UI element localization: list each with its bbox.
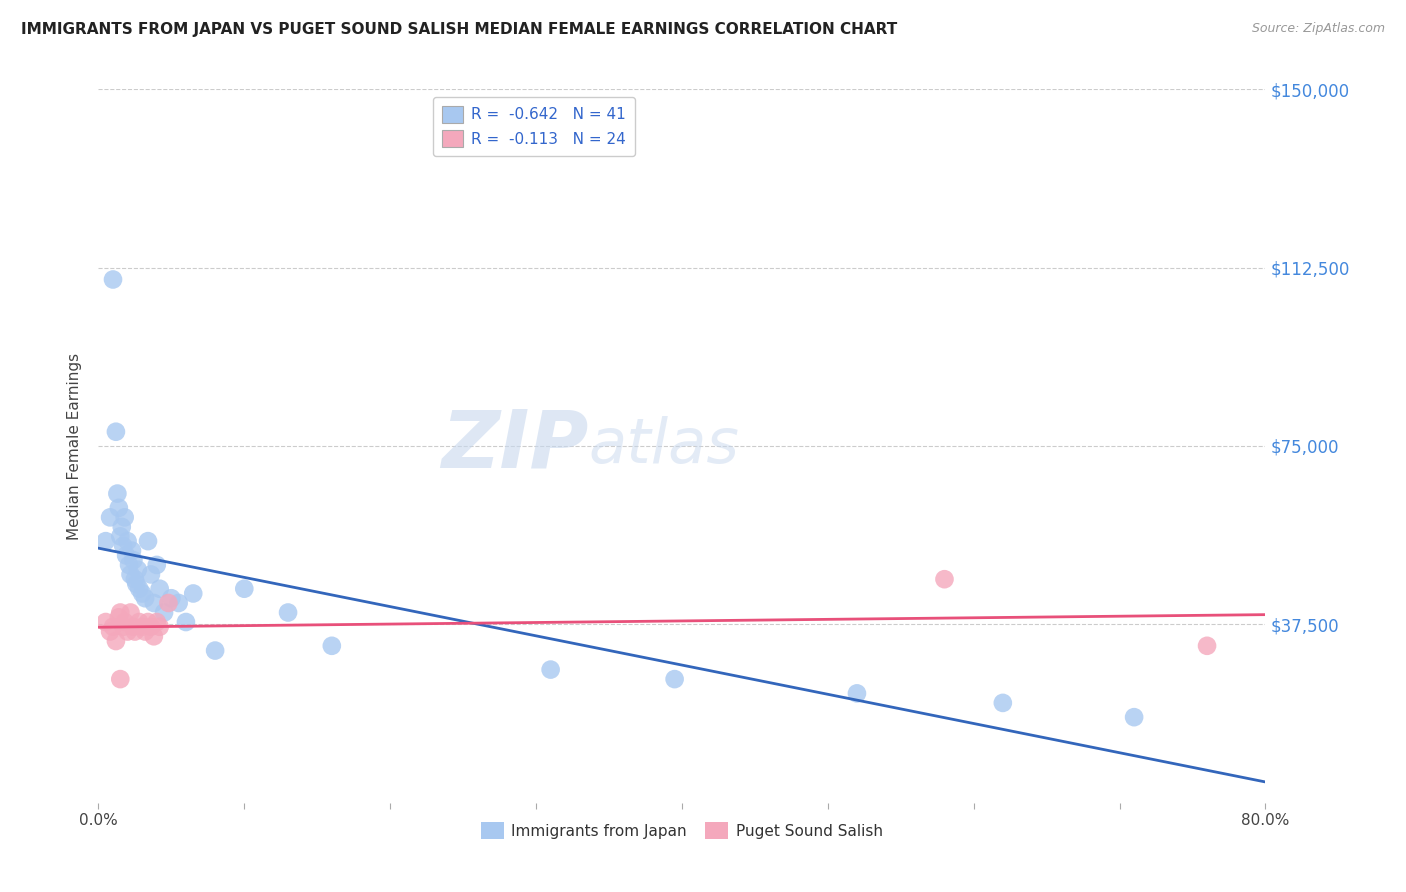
Point: [146, 558, 169, 572]
Point: [108, 610, 131, 624]
Point: [1123, 710, 1146, 724]
Point: [134, 624, 156, 639]
Point: [139, 620, 162, 634]
Point: [124, 624, 146, 639]
Point: [131, 620, 153, 634]
Point: [111, 520, 134, 534]
Text: ZIP: ZIP: [441, 407, 589, 485]
Text: atlas: atlas: [589, 416, 740, 476]
Point: [134, 591, 156, 606]
Point: [181, 586, 204, 600]
Point: [664, 672, 686, 686]
Point: [146, 615, 169, 629]
Point: [114, 615, 136, 629]
Y-axis label: Median Female Earnings: Median Female Earnings: [67, 352, 83, 540]
Point: [101, 272, 124, 286]
Point: [112, 539, 135, 553]
Point: [160, 591, 183, 606]
Point: [139, 567, 162, 582]
Point: [131, 586, 153, 600]
Point: [167, 596, 190, 610]
Point: [136, 534, 159, 549]
Point: [110, 672, 132, 686]
Point: [117, 534, 139, 549]
Point: [157, 596, 180, 610]
Point: [846, 686, 869, 700]
Point: [101, 620, 124, 634]
Point: [121, 543, 143, 558]
Point: [128, 582, 150, 596]
Point: [112, 620, 135, 634]
Point: [118, 558, 141, 572]
Point: [104, 634, 127, 648]
Point: [94, 534, 117, 549]
Point: [321, 639, 343, 653]
Point: [149, 582, 172, 596]
Point: [277, 606, 299, 620]
Point: [122, 553, 145, 567]
Point: [149, 620, 172, 634]
Point: [1195, 639, 1218, 653]
Point: [128, 615, 150, 629]
Point: [98, 510, 121, 524]
Point: [991, 696, 1014, 710]
Point: [934, 572, 956, 586]
Point: [142, 629, 165, 643]
Point: [120, 606, 142, 620]
Point: [110, 529, 132, 543]
Point: [136, 615, 159, 629]
Point: [153, 606, 176, 620]
Point: [125, 577, 148, 591]
Point: [174, 615, 197, 629]
Point: [122, 620, 145, 634]
Text: IMMIGRANTS FROM JAPAN VS PUGET SOUND SALISH MEDIAN FEMALE EARNINGS CORRELATION C: IMMIGRANTS FROM JAPAN VS PUGET SOUND SAL…: [21, 22, 897, 37]
Point: [108, 500, 131, 515]
Point: [105, 486, 128, 500]
Point: [120, 567, 142, 582]
Point: [142, 596, 165, 610]
Point: [114, 510, 136, 524]
Point: [98, 624, 121, 639]
Point: [104, 425, 127, 439]
Legend: Immigrants from Japan, Puget Sound Salish: Immigrants from Japan, Puget Sound Salis…: [475, 816, 889, 845]
Point: [124, 572, 146, 586]
Point: [127, 563, 149, 577]
Point: [233, 582, 256, 596]
Point: [115, 549, 138, 563]
Point: [94, 615, 117, 629]
Point: [117, 624, 139, 639]
Point: [204, 643, 226, 657]
Text: Source: ZipAtlas.com: Source: ZipAtlas.com: [1251, 22, 1385, 36]
Point: [110, 606, 132, 620]
Point: [540, 663, 562, 677]
